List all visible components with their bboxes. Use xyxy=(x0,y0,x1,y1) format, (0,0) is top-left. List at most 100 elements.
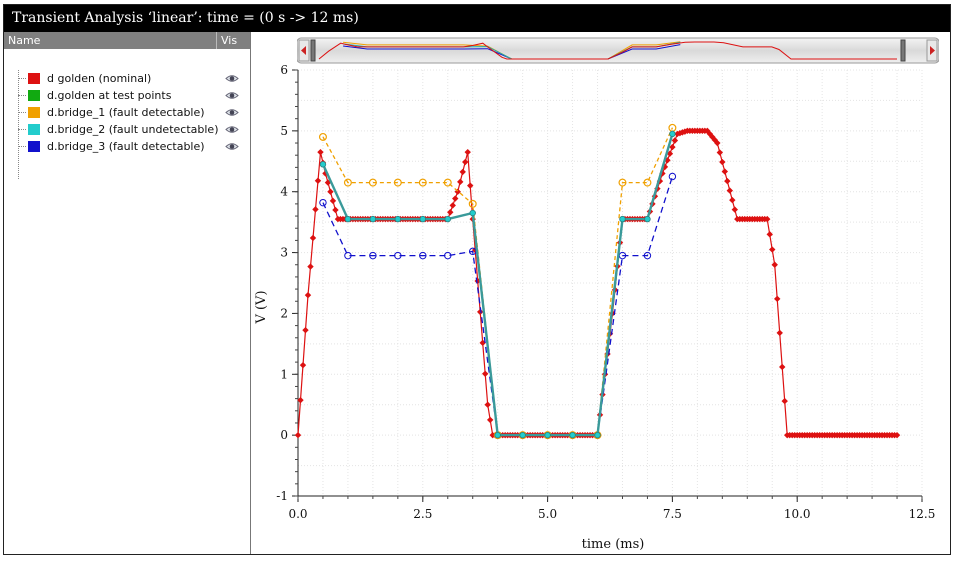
golden-marker xyxy=(779,363,786,371)
gridlines xyxy=(297,69,923,497)
bridge2-marker xyxy=(494,431,501,439)
eye-icon[interactable] xyxy=(225,141,239,152)
golden-marker xyxy=(317,148,324,156)
golden-marker xyxy=(297,396,304,404)
bridge2-marker xyxy=(619,215,626,223)
overview-scroller[interactable] xyxy=(297,36,939,65)
golden-marker xyxy=(674,130,681,138)
legend-item-bridge-2[interactable]: d.bridge_2 (fault undetectable) xyxy=(18,121,250,138)
eye-icon[interactable] xyxy=(225,73,239,84)
tree-connector xyxy=(18,78,26,79)
x-tick-label: 5.0 xyxy=(538,507,557,521)
legend-swatch xyxy=(28,73,40,84)
waveform-viewer-window: Transient Analysis ‘linear’: time = (0 s… xyxy=(3,4,951,555)
golden-marker xyxy=(304,291,312,299)
column-header-name[interactable]: Name xyxy=(8,34,41,47)
bridge2-marker xyxy=(669,130,676,138)
golden-marker xyxy=(309,234,317,242)
golden-marker xyxy=(726,187,734,194)
golden-marker xyxy=(294,431,302,439)
y-tick-label: 1 xyxy=(280,367,288,381)
bridge1-marker xyxy=(418,178,427,187)
bridge2-marker xyxy=(594,431,601,439)
golden-marker xyxy=(724,177,731,185)
x-tick-label: 12.5 xyxy=(909,507,936,521)
bridge3-marker xyxy=(643,251,652,260)
bridge1-marker xyxy=(618,178,627,187)
eye-icon[interactable] xyxy=(225,124,239,135)
overview-track xyxy=(297,37,939,64)
y-tick-label: 5 xyxy=(280,124,288,138)
golden-marker xyxy=(893,431,901,439)
golden-marker xyxy=(486,416,494,424)
legend-item-golden-test-points[interactable]: d.golden at test points xyxy=(18,87,250,104)
golden-marker xyxy=(781,397,788,405)
golden-marker xyxy=(329,197,337,205)
golden-marker xyxy=(719,158,726,166)
column-header-vis[interactable]: Vis xyxy=(216,32,250,49)
golden-marker xyxy=(671,137,679,144)
legend-label: d golden (nominal) xyxy=(47,72,152,85)
legend-item-bridge-1[interactable]: d.bridge_1 (fault detectable) xyxy=(18,104,250,121)
golden-marker xyxy=(462,158,469,166)
golden-marker xyxy=(729,196,736,204)
bridge3-marker xyxy=(369,251,377,260)
bridge2-marker xyxy=(394,215,402,223)
scroll-right-button[interactable] xyxy=(926,39,938,62)
tree-connector xyxy=(18,95,26,96)
golden-marker xyxy=(704,127,711,135)
bridge3-marker xyxy=(419,251,427,260)
tree-connector xyxy=(18,112,26,113)
bridge1-marker xyxy=(343,178,352,187)
overview-trace xyxy=(318,41,897,60)
legend-label: d.bridge_1 (fault detectable) xyxy=(47,106,205,119)
golden-marker xyxy=(312,206,319,213)
zoom-handle-left[interactable] xyxy=(310,39,316,62)
scroll-left-button[interactable] xyxy=(298,39,310,62)
golden-marker xyxy=(669,143,676,151)
golden-marker xyxy=(447,209,454,216)
legend-panel: Name Vis d golden (nominal) d.golden at … xyxy=(4,32,251,554)
golden-marker xyxy=(482,370,489,377)
golden-marker xyxy=(659,170,666,177)
eye-icon[interactable] xyxy=(225,107,239,118)
golden-marker xyxy=(307,263,314,270)
legend-tree-line xyxy=(18,70,20,179)
bridge2-marker xyxy=(569,431,576,439)
y-tick-label: 0 xyxy=(280,428,288,442)
bridge2-marker xyxy=(319,161,327,168)
x-tick-label: 2.5 xyxy=(413,507,432,521)
golden-marker xyxy=(327,188,334,195)
bridge2-marker xyxy=(344,215,352,223)
y-tick-label: 6 xyxy=(280,63,288,77)
zoom-handle-right[interactable] xyxy=(900,39,906,62)
golden-marker xyxy=(324,179,332,186)
legend-item-golden-nominal[interactable]: d golden (nominal) xyxy=(18,70,250,87)
golden-marker xyxy=(457,178,464,186)
golden-marker xyxy=(774,295,781,303)
legend-swatch xyxy=(28,141,40,152)
legend-item-bridge-3[interactable]: d.bridge_3 (fault detectable) xyxy=(18,138,250,155)
golden-marker xyxy=(452,195,459,202)
bridge1-marker xyxy=(443,178,452,187)
legend-label: d.bridge_2 (fault undetectable) xyxy=(47,123,219,136)
golden-marker xyxy=(771,261,778,268)
y-tick-label: 4 xyxy=(280,185,288,199)
bridge2-marker xyxy=(544,431,551,439)
golden-marker xyxy=(314,177,322,184)
eye-icon[interactable] xyxy=(225,90,239,101)
bridge2-marker xyxy=(419,215,426,223)
overview-traces xyxy=(318,41,897,60)
bridge1-marker xyxy=(393,178,402,187)
golden-marker xyxy=(769,246,776,253)
golden-marker xyxy=(716,149,724,156)
golden-marker xyxy=(464,148,471,156)
legend-label: d.golden at test points xyxy=(47,89,172,102)
legend-swatch xyxy=(28,90,40,101)
x-axis-label: time (ms) xyxy=(582,537,645,552)
bridge2-marker xyxy=(644,215,651,223)
golden-marker xyxy=(459,168,466,176)
x-tick-label: 7.5 xyxy=(663,507,682,521)
bridge1-marker xyxy=(368,178,377,187)
